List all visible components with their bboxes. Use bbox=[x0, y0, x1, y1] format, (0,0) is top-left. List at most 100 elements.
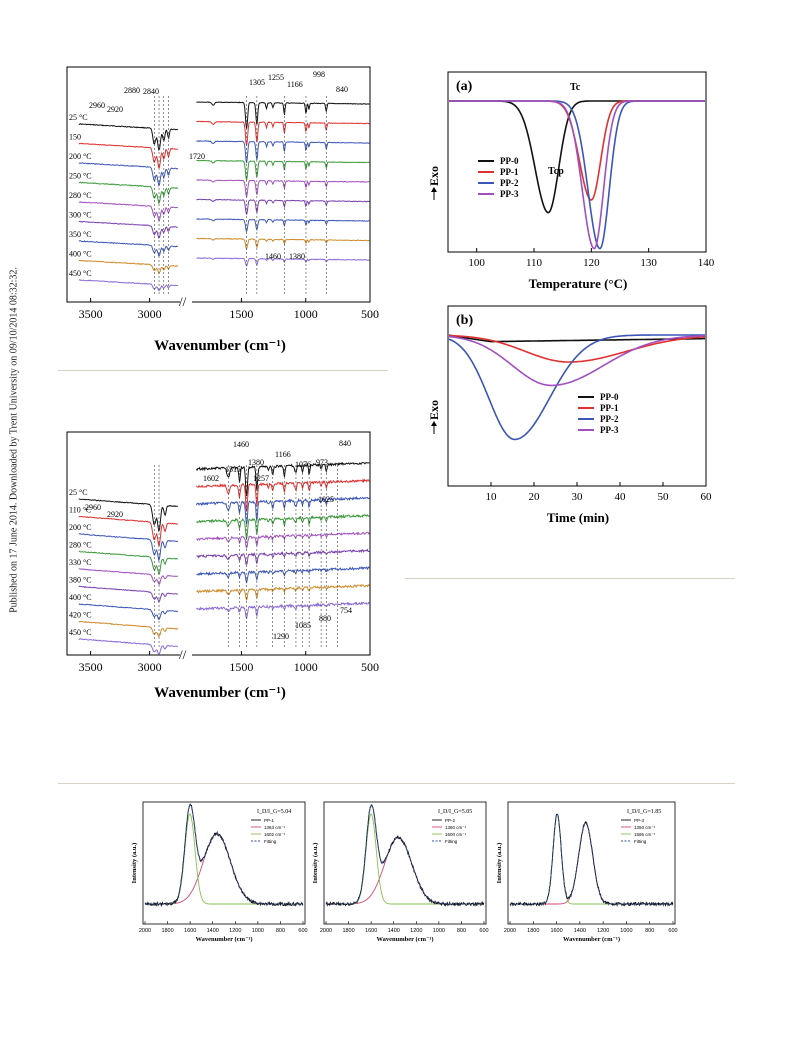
raman-ratio-label: I_D/I_G=1.85 bbox=[627, 809, 661, 815]
raman-tick-label: 1600 bbox=[365, 928, 377, 934]
raman-tick-label: 800 bbox=[276, 928, 285, 934]
raman-legend-label: 1602 cm⁻¹ bbox=[264, 832, 286, 837]
dsc-tick-label: 60 bbox=[701, 491, 713, 503]
ftir-annotation: 1380 bbox=[248, 458, 264, 467]
ftir-series-label: 380 °C bbox=[69, 576, 92, 585]
raman-ylabel: Intensity (a.u.) bbox=[131, 843, 138, 884]
ftir-series-label: 110 °C bbox=[69, 506, 91, 515]
ftir-annotation: 2960 bbox=[85, 503, 101, 512]
ftir-annotation: 1257 bbox=[253, 474, 269, 483]
dsc-legend-label: PP-1 bbox=[600, 403, 619, 413]
dsc-series-line bbox=[449, 100, 705, 250]
ftir-annotation: 2880 bbox=[124, 86, 140, 95]
raman-tick-label: 1400 bbox=[574, 928, 586, 934]
ftir-series-line bbox=[196, 566, 370, 584]
raman-tick-label: 1400 bbox=[207, 928, 219, 934]
raman-tick-label: 600 bbox=[479, 928, 488, 934]
raman-legend-label: 1350 cm⁻¹ bbox=[634, 825, 656, 830]
ftir-series-line bbox=[78, 201, 179, 221]
axis-break-mark-2: // bbox=[179, 647, 187, 662]
ftir-series-label: 420 °C bbox=[69, 611, 92, 620]
ftir-series-line bbox=[196, 584, 370, 602]
raman-tick-label: 600 bbox=[298, 928, 307, 934]
raman-tick-label: 800 bbox=[457, 928, 466, 934]
raman-legend-label: Fitting bbox=[634, 839, 647, 844]
ftir-series-line bbox=[196, 601, 370, 619]
dsc-tick-label: 20 bbox=[529, 491, 541, 503]
raman-tick-label: 1600 bbox=[184, 928, 196, 934]
ftir-series-line bbox=[195, 461, 370, 497]
ftir-series-line bbox=[196, 198, 370, 215]
ftir-annotation: 973 bbox=[316, 458, 328, 467]
raman-legend-label: Fitting bbox=[445, 839, 458, 844]
raman-tick-label: 2000 bbox=[320, 928, 332, 934]
ftir-annotation: 1305 bbox=[249, 78, 265, 87]
raman-tick-label: 1200 bbox=[597, 928, 609, 934]
ftir-series-label: 25 °C bbox=[69, 113, 88, 122]
ftir-annotation: 754 bbox=[340, 606, 352, 615]
raman-tick-label: 1600 bbox=[550, 928, 562, 934]
ftir-series-label: 25 °C bbox=[69, 488, 88, 497]
ftir-series-line bbox=[78, 240, 178, 257]
raman-tick-label: 1200 bbox=[410, 928, 422, 934]
raman-tick-label: 800 bbox=[645, 928, 654, 934]
dsc-legend-label: PP-2 bbox=[500, 178, 519, 188]
ftir-annotation: 2960 bbox=[89, 101, 105, 110]
ftir-annotation: 1515 bbox=[225, 465, 241, 474]
ftir-series-line bbox=[196, 548, 370, 565]
dsc-tick-label: 100 bbox=[468, 257, 485, 269]
raman-legend-label: 1360 cm⁻¹ bbox=[445, 825, 467, 830]
ftir-2-xlabel: Wavenumber (cm⁻¹) bbox=[154, 685, 286, 701]
divider-left-1 bbox=[58, 370, 388, 371]
ftir-series-label: 280 °C bbox=[69, 541, 92, 550]
ftir-tick-label: 1500 bbox=[229, 660, 253, 674]
ftir-series-label: 200 °C bbox=[69, 152, 92, 161]
raman-legend-label: 1363 cm⁻¹ bbox=[264, 825, 286, 830]
ftir-annotation: 1460 bbox=[233, 440, 249, 449]
ftir-series-line bbox=[78, 533, 179, 562]
raman-legend-label: PP-1 bbox=[264, 818, 275, 823]
ftir-series-label: 150 bbox=[69, 133, 81, 142]
dsc-tick-label: 30 bbox=[572, 491, 584, 503]
ftir-series-line bbox=[78, 162, 178, 187]
raman-chart-2: 2000 1800 1600 1400 1200 1000 800 600 Wavenumber… bbox=[312, 801, 489, 943]
dsc-legend-label: PP-2 bbox=[600, 414, 619, 424]
ftir-series-label: 350 °C bbox=[69, 230, 92, 239]
raman-ratio-label: I_D/I_G=5.04 bbox=[257, 809, 291, 815]
download-notice: Published on 17 June 2014. Downloaded by… bbox=[4, 240, 24, 640]
ftir-annotation: 1720 bbox=[189, 152, 205, 161]
ftir-annotation: 2920 bbox=[107, 105, 123, 114]
raman-legend-label: PP-2 bbox=[445, 818, 456, 823]
ftir-annotation: 1166 bbox=[275, 450, 291, 459]
ftir-series-line bbox=[78, 123, 179, 152]
dsc-legend-label: PP-0 bbox=[600, 392, 619, 402]
ftir-series-line bbox=[78, 220, 179, 239]
dsc-series-line bbox=[448, 334, 705, 441]
raman-xlabel: Wavenumber (cm⁻¹) bbox=[563, 936, 620, 943]
ftir-series-line bbox=[196, 179, 370, 198]
ftir-series-label: 400 °C bbox=[69, 250, 92, 259]
dsc-chart-a: (a) 100 110 120 130 140 PP-0PP-1PP-2PP-3 Tc … bbox=[427, 71, 715, 291]
ftir-series-line bbox=[78, 498, 178, 533]
raman-legend-label: PP-3 bbox=[634, 818, 645, 823]
panel-label-b: (b) bbox=[456, 313, 473, 328]
ftir-series-line bbox=[196, 101, 370, 129]
ftir-annotation: 1025 bbox=[318, 495, 334, 504]
ftir-tick-label: 3500 bbox=[79, 660, 103, 674]
tcp-annotation: Tcp bbox=[548, 166, 564, 177]
raman-ratio-label: I_D/I_G=5.05 bbox=[438, 809, 472, 815]
ftir-series-line bbox=[196, 257, 370, 268]
raman-tick-label: 600 bbox=[668, 928, 677, 934]
ftir-series-line bbox=[78, 142, 178, 169]
dsc-b-ylabel: Exo bbox=[427, 400, 441, 420]
raman-tick-label: 1000 bbox=[620, 928, 632, 934]
dsc-tick-label: 140 bbox=[698, 257, 715, 269]
ftir-series-label: 450 °C bbox=[69, 269, 92, 278]
raman-tick-label: 1400 bbox=[388, 928, 400, 934]
ftir-series-label: 450 °C bbox=[69, 628, 92, 637]
raman-legend-label: 1595 cm⁻¹ bbox=[634, 832, 656, 837]
raman-fit bbox=[145, 803, 303, 905]
raman-fit bbox=[326, 804, 484, 905]
ftir-series-line bbox=[196, 478, 370, 512]
ftir-annotation: 1255 bbox=[268, 73, 284, 82]
